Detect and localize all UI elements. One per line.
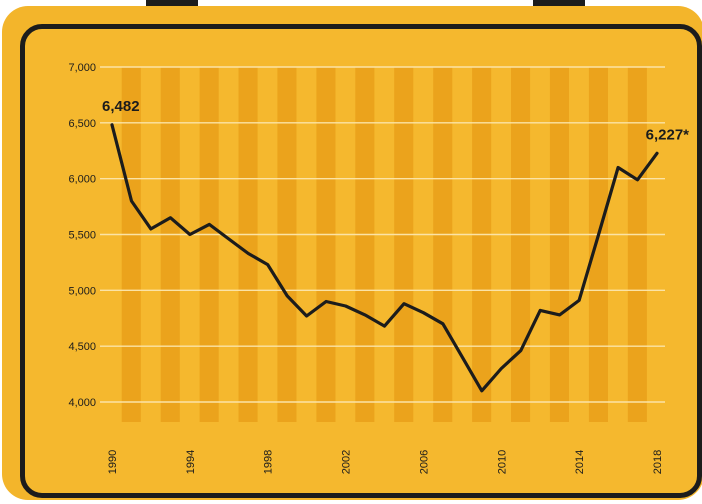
y-tick-label: 5,500 [68,230,96,242]
stripe-1991 [121,67,141,422]
y-tick-label: 7,000 [68,62,96,74]
stripe-1997 [238,67,258,422]
x-tick-label: 2002 [341,450,353,474]
series-line [110,123,659,393]
x-tick-label: 1994 [185,450,197,474]
x-tick-label: 2014 [574,450,586,474]
stripe-2013 [549,67,569,422]
year-stripes [121,67,647,422]
stripe-2009 [472,67,492,422]
data-label: 6,482 [102,98,140,115]
y-axis-ticks: 4,000 4,500 5,000 5,500 6,000 6,500 7,000 [68,62,96,409]
stripe-2003 [355,67,375,422]
stripe-2015 [588,67,608,422]
x-tick-label: 1998 [263,450,275,474]
y-tick-label: 6,500 [68,118,96,130]
case-handle-right [533,0,585,8]
x-axis-ticks: 1990 1994 1998 2002 2006 2010 2014 2018 [107,450,664,474]
stripe-1993 [160,67,180,422]
y-tick-label: 4,500 [68,341,96,353]
stripe-1995 [199,67,219,422]
stripe-1999 [277,67,297,422]
data-labels: 6,482 6,227* [102,98,689,143]
stripe-2017 [627,67,647,422]
x-tick-label: 2018 [652,450,664,474]
y-gridlines [100,66,665,403]
stripe-2007 [433,67,453,422]
x-tick-label: 2010 [496,450,508,474]
y-tick-label: 5,000 [68,285,96,297]
x-tick-label: 2006 [418,450,430,474]
stripe-2011 [511,67,531,422]
data-label: 6,227* [646,126,690,143]
x-tick-label: 1990 [107,450,119,474]
y-tick-label: 4,000 [68,397,96,409]
y-tick-label: 6,000 [68,174,96,186]
stripe-2005 [394,67,414,422]
case-handle-left [146,0,198,8]
stripe-2001 [316,67,336,422]
